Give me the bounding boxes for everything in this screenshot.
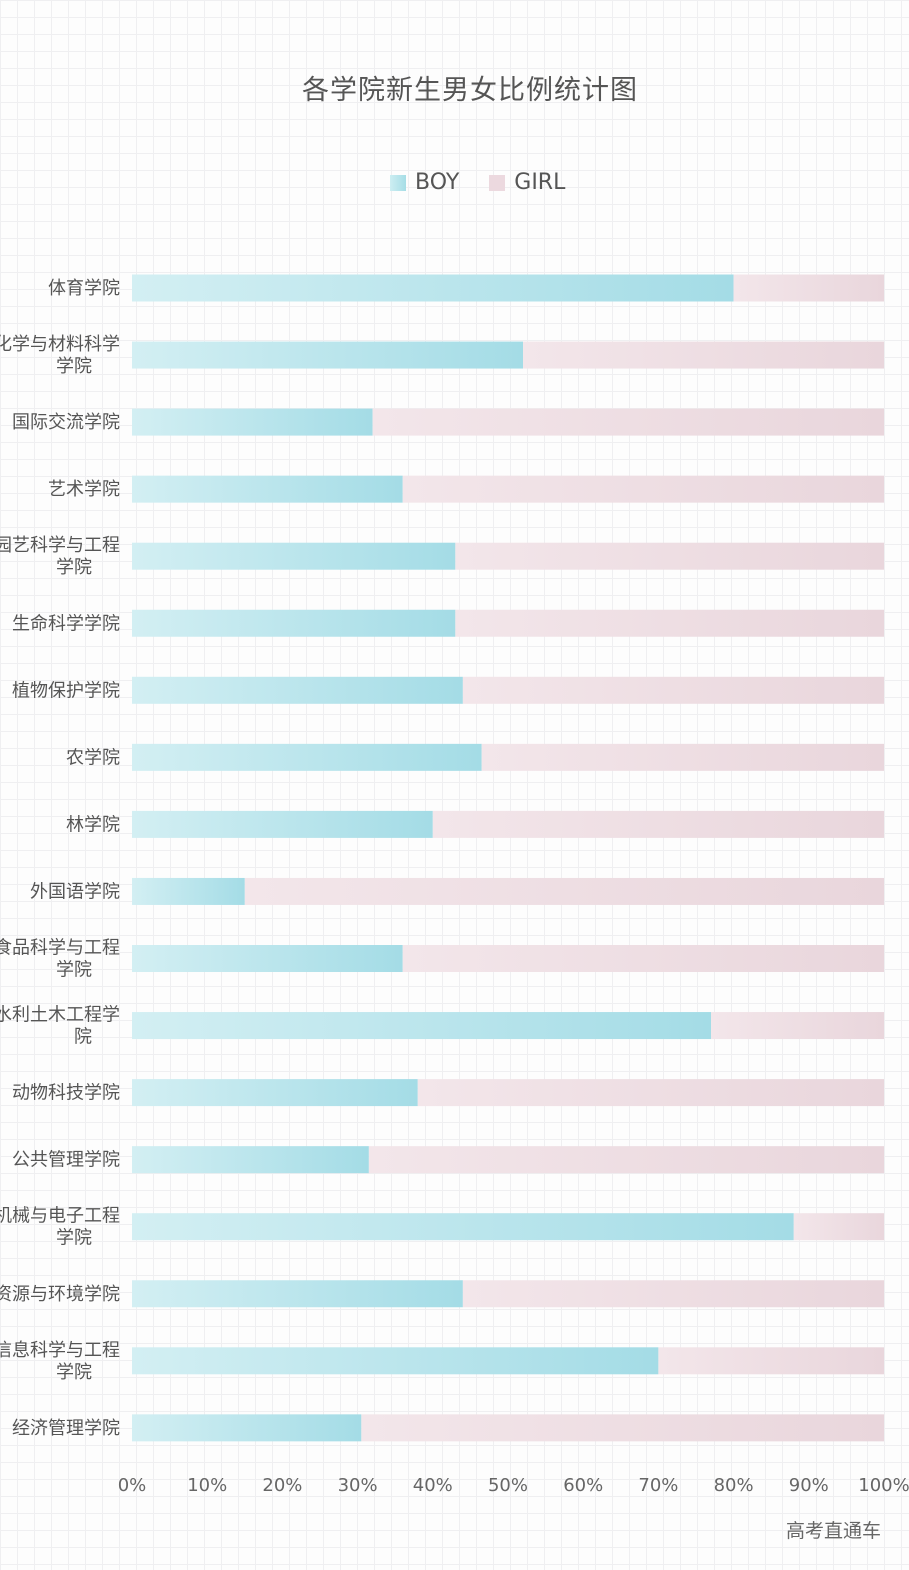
bar-boy[interactable] [132, 475, 403, 503]
category-label: 公共管理学院 [12, 1150, 120, 1171]
bar-girl[interactable] [481, 743, 884, 771]
legend-label-boy: BOY [415, 170, 460, 195]
bar-girl[interactable] [733, 274, 884, 302]
bar-girl[interactable] [658, 1347, 884, 1375]
legend-swatch-girl [489, 174, 506, 191]
x-tick-label: 50% [488, 1475, 528, 1496]
chart-title: 各学院新生男女比例统计图 [302, 75, 638, 106]
bar-girl[interactable] [455, 609, 884, 637]
bar-girl[interactable] [361, 1414, 884, 1442]
category-label: 化学与材料科学 [0, 334, 120, 355]
bar-boy[interactable] [132, 1012, 712, 1040]
category-label: 水利土木工程学 [0, 1005, 120, 1026]
legend-item-boy[interactable]: BOY [390, 170, 459, 195]
category-label: 经济管理学院 [12, 1418, 120, 1439]
bar-boy[interactable] [132, 542, 456, 570]
bar-girl[interactable] [523, 341, 884, 369]
category-label: 学院 [56, 1228, 92, 1249]
x-tick-label: 40% [413, 1475, 453, 1496]
category-label: 艺术学院 [48, 479, 120, 500]
category-label: 园艺科学与工程 [0, 535, 120, 556]
category-label: 学院 [56, 356, 92, 377]
legend-swatch-boy [390, 174, 406, 191]
bar-girl[interactable] [793, 1213, 884, 1241]
bar-boy[interactable] [132, 274, 734, 302]
category-label: 国际交流学院 [12, 412, 120, 433]
bar-girl[interactable] [402, 475, 884, 503]
bar-girl[interactable] [368, 1146, 884, 1174]
legend: BOY GIRL [390, 170, 587, 195]
bar-boy[interactable] [132, 408, 373, 436]
bar-girl[interactable] [711, 1012, 884, 1040]
bar-boy[interactable] [132, 1414, 362, 1442]
x-tick-label: 100% [858, 1475, 909, 1496]
bar-boy[interactable] [132, 1280, 463, 1308]
bar-boy[interactable] [132, 609, 456, 637]
bar-girl[interactable] [372, 408, 884, 436]
bar-boy[interactable] [132, 1079, 418, 1107]
bar-boy[interactable] [132, 341, 524, 369]
x-tick-label: 70% [638, 1475, 678, 1496]
legend-item-girl[interactable]: GIRL [489, 170, 565, 195]
category-label: 机械与电子工程 [0, 1206, 120, 1227]
category-label: 信息科学与工程 [0, 1340, 120, 1361]
legend-label-girl: GIRL [514, 170, 566, 195]
x-tick-label: 30% [338, 1475, 378, 1496]
category-label: 植物保护学院 [12, 680, 120, 701]
x-tick-label: 20% [262, 1475, 302, 1496]
category-label: 动物科技学院 [12, 1083, 120, 1104]
category-label: 学院 [56, 960, 92, 981]
bar-boy[interactable] [132, 1347, 659, 1375]
category-label: 食品科学与工程 [0, 938, 120, 959]
category-label: 林学院 [66, 814, 120, 835]
x-tick-label: 80% [714, 1475, 754, 1496]
bar-girl[interactable] [417, 1079, 884, 1107]
x-tick-label: 10% [187, 1475, 227, 1496]
category-label: 资源与环境学院 [0, 1284, 120, 1305]
bar-boy[interactable] [132, 810, 433, 838]
x-tick-label: 60% [563, 1475, 603, 1496]
category-label: 农学院 [66, 747, 120, 768]
bar-girl[interactable] [432, 810, 884, 838]
x-tick-label: 0% [118, 1475, 147, 1496]
category-label: 院 [74, 1027, 92, 1048]
bar-boy[interactable] [132, 676, 463, 704]
category-label: 学院 [56, 1362, 92, 1383]
category-label: 学院 [56, 557, 92, 578]
bar-boy[interactable] [132, 1146, 369, 1174]
bar-boy[interactable] [132, 743, 482, 771]
bar-girl[interactable] [462, 676, 884, 704]
bar-boy[interactable] [132, 1213, 794, 1241]
bar-girl[interactable] [455, 542, 884, 570]
bar-girl[interactable] [462, 1280, 884, 1308]
watermark: 高考直通车 [785, 1520, 881, 1542]
category-label: 外国语学院 [30, 881, 120, 902]
category-label: 生命科学学院 [12, 613, 120, 634]
x-tick-label: 90% [789, 1475, 829, 1496]
bar-boy[interactable] [132, 945, 403, 972]
category-label: 体育学院 [48, 278, 120, 299]
bar-boy[interactable] [132, 877, 245, 905]
bar-girl[interactable] [244, 877, 885, 905]
bar-girl[interactable] [402, 945, 884, 972]
